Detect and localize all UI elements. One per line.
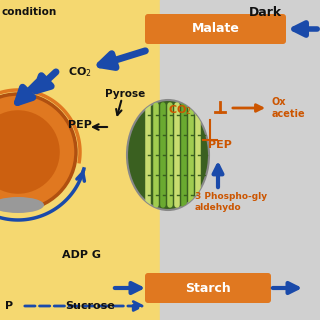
Circle shape (0, 110, 60, 194)
Text: Pyrose: Pyrose (105, 89, 145, 99)
FancyBboxPatch shape (145, 273, 271, 303)
Ellipse shape (127, 100, 209, 210)
Text: ADP G: ADP G (62, 250, 101, 260)
Text: Ox
acetie: Ox acetie (272, 97, 306, 119)
Text: Sucrose: Sucrose (65, 301, 115, 311)
Text: 3 Phospho-gly
aldehydo: 3 Phospho-gly aldehydo (195, 192, 267, 212)
Ellipse shape (0, 197, 44, 213)
FancyBboxPatch shape (145, 14, 286, 44)
Text: Dark: Dark (248, 5, 282, 19)
Text: Starch: Starch (185, 282, 231, 294)
Text: CO$_2$: CO$_2$ (168, 103, 192, 117)
Text: PEP: PEP (68, 120, 92, 130)
Text: Malate: Malate (192, 22, 240, 36)
Text: condition: condition (2, 7, 57, 17)
Text: PEP: PEP (208, 140, 232, 150)
Text: CO$_2$: CO$_2$ (68, 65, 92, 79)
Bar (160, 0, 320, 320)
Bar (0, 0, 160, 320)
Text: P: P (5, 301, 13, 311)
Circle shape (0, 94, 76, 210)
